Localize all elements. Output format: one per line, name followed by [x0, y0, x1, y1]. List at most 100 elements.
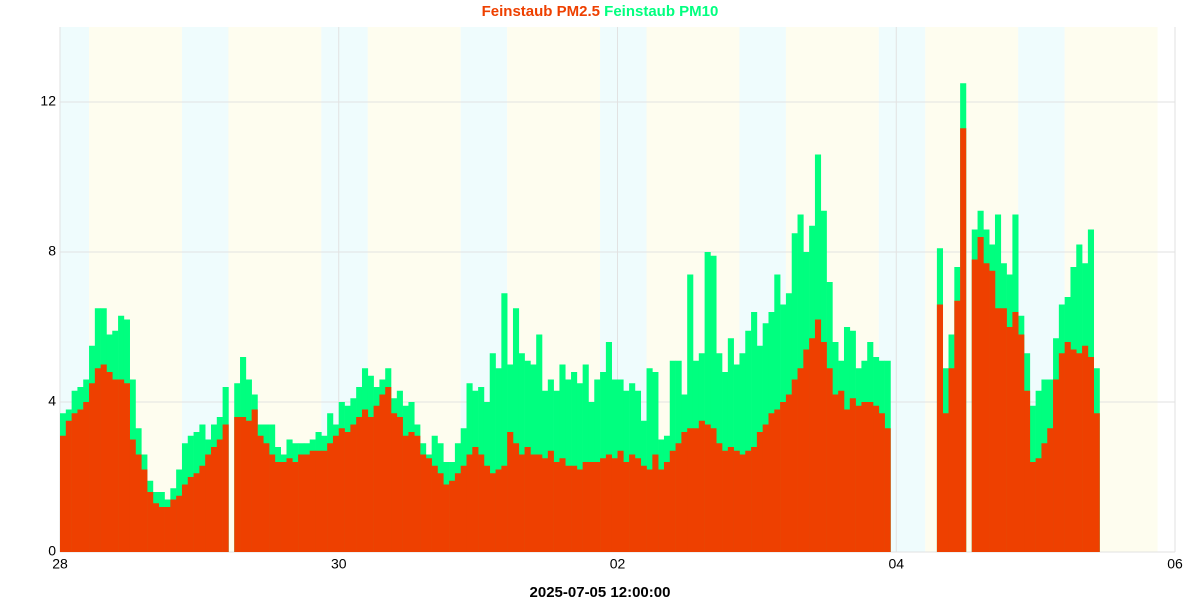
bar — [141, 469, 148, 552]
x-axis-label: 2025-07-05 12:00:00 — [530, 584, 671, 600]
bar — [118, 379, 125, 552]
bar — [367, 417, 374, 552]
bar — [152, 503, 160, 552]
bar — [814, 319, 822, 552]
bar — [60, 435, 67, 552]
bar — [565, 465, 572, 552]
bar — [309, 450, 316, 552]
bar — [727, 447, 734, 552]
bar — [582, 462, 589, 552]
bar — [443, 484, 450, 552]
bar — [489, 473, 496, 552]
bar — [739, 454, 746, 552]
bar — [181, 484, 189, 552]
bar — [582, 364, 589, 552]
bar — [948, 368, 955, 552]
bar — [164, 507, 171, 552]
bar — [576, 469, 583, 552]
x-tick-label: 06 — [1167, 556, 1183, 572]
bar — [245, 420, 252, 552]
bar — [298, 454, 305, 552]
bar — [704, 424, 711, 552]
bar — [878, 413, 885, 552]
bar — [512, 443, 520, 552]
bar — [361, 409, 369, 552]
bar — [611, 458, 618, 552]
y-tick-label: 8 — [48, 243, 56, 259]
bar — [263, 443, 270, 552]
bar — [344, 432, 351, 552]
bar — [176, 495, 183, 552]
bar — [1093, 413, 1100, 552]
bar — [478, 454, 485, 552]
bar — [634, 458, 642, 552]
bar — [1012, 312, 1019, 552]
bar — [1076, 353, 1083, 552]
bar — [321, 450, 328, 552]
bar — [222, 424, 229, 552]
bar — [710, 255, 717, 552]
bar — [983, 263, 990, 552]
bar — [495, 368, 502, 552]
bar — [1070, 349, 1077, 552]
bar — [884, 428, 891, 552]
bar — [210, 447, 218, 552]
bar — [135, 454, 142, 552]
bar — [385, 387, 392, 552]
bar — [576, 383, 583, 552]
bar — [936, 304, 944, 552]
bar — [698, 420, 705, 552]
bar — [553, 462, 560, 552]
bar — [1035, 458, 1042, 552]
bar — [71, 413, 78, 552]
bar — [292, 462, 299, 552]
bar — [483, 465, 491, 552]
bar — [274, 462, 281, 552]
bar — [954, 300, 961, 552]
bar — [838, 390, 845, 552]
bar — [791, 379, 798, 552]
bar — [669, 450, 676, 552]
bar — [774, 409, 781, 552]
legend-entry: Feinstaub PM10 — [604, 3, 718, 20]
bar — [629, 454, 636, 552]
bar — [338, 428, 345, 552]
bar — [216, 439, 223, 552]
bar — [524, 447, 531, 552]
x-tick-label: 02 — [610, 556, 626, 572]
bar — [571, 372, 578, 552]
bar — [745, 330, 752, 552]
bar — [646, 469, 653, 552]
bar — [1024, 390, 1031, 552]
bar — [646, 368, 653, 552]
bar — [867, 402, 874, 552]
legend-entry: Feinstaub PM2.5 — [482, 3, 600, 20]
bar — [1064, 342, 1071, 552]
bar — [739, 353, 746, 552]
bar — [437, 473, 444, 552]
bar — [280, 462, 287, 552]
bar — [994, 308, 1002, 552]
bar — [112, 379, 119, 552]
bar — [710, 428, 717, 552]
bar — [861, 402, 868, 552]
bar — [785, 394, 793, 552]
x-tick-label: 30 — [331, 556, 347, 572]
x-tick-label: 04 — [888, 556, 904, 572]
bar — [158, 507, 165, 552]
y-tick-label: 4 — [48, 393, 56, 409]
bar — [600, 458, 607, 552]
bar — [971, 259, 978, 552]
bar — [530, 454, 537, 552]
bar — [147, 492, 154, 552]
bar — [518, 454, 525, 552]
bar — [501, 465, 508, 552]
bar — [692, 428, 700, 552]
bar — [1047, 428, 1054, 552]
bar — [1053, 379, 1060, 552]
bar — [756, 432, 763, 552]
bar — [640, 465, 647, 552]
bar — [960, 128, 967, 552]
